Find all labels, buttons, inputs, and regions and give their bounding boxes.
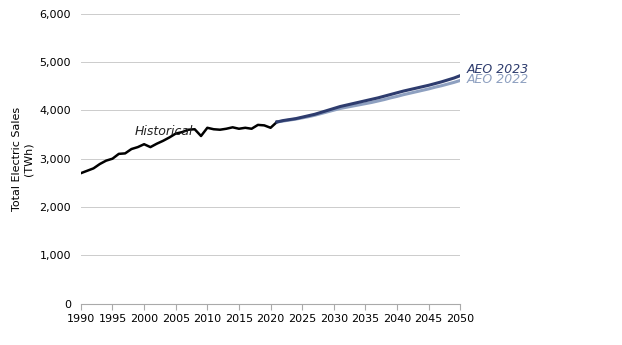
Y-axis label: Total Electric Sales
(TWh): Total Electric Sales (TWh) — [12, 107, 34, 211]
Text: AEO 2023: AEO 2023 — [466, 63, 529, 76]
Text: Historical: Historical — [134, 125, 193, 138]
Text: AEO 2022: AEO 2022 — [466, 73, 529, 86]
